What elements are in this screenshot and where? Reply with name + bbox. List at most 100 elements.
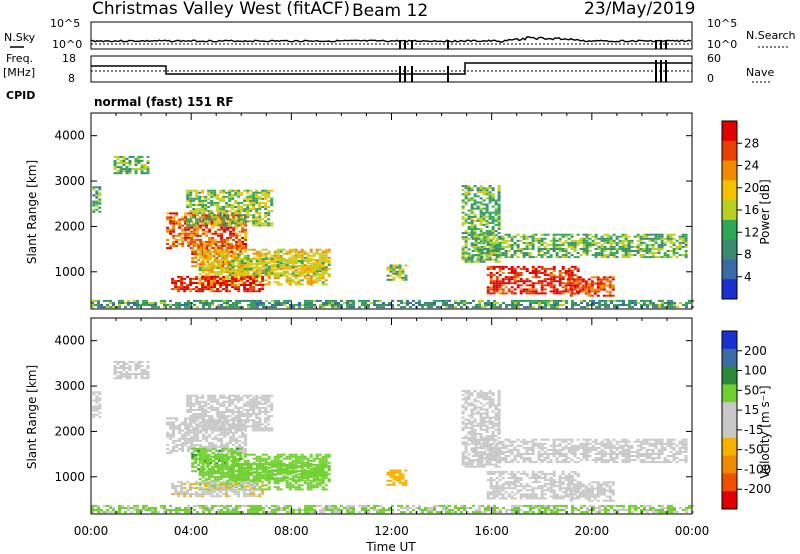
heatmap-cell: [494, 234, 498, 237]
heatmap-cell: [618, 239, 622, 242]
heatmap-cell: [639, 237, 643, 240]
heatmap-cell: [310, 299, 313, 302]
heatmap-cell: [478, 304, 481, 306]
heatmap-cell: [654, 248, 658, 250]
heatmap-cell: [243, 453, 247, 456]
heatmap-cell: [261, 396, 265, 399]
heatmap-cell: [448, 304, 451, 306]
heatmap-cell: [543, 254, 547, 257]
heatmap-cell: [122, 168, 126, 171]
heatmap-cell: [264, 411, 268, 413]
heatmap-cell: [306, 256, 310, 259]
heatmap-cell: [208, 433, 212, 436]
heatmap-cell: [201, 199, 205, 202]
heatmap-cell: [230, 449, 234, 452]
heatmap-cell: [291, 248, 295, 251]
heatmap-cell: [264, 398, 268, 401]
heatmap-cell: [180, 288, 184, 291]
nsky-strip: N.Sky 10^5 10^0 10^5 10^0 N.Search: [4, 17, 796, 51]
heatmap-cell: [684, 235, 688, 238]
heatmap-cell: [467, 213, 471, 216]
heatmap-cell: [306, 252, 310, 255]
heatmap-cell: [282, 248, 286, 251]
heatmap-cell: [216, 463, 220, 466]
heatmap-cell: [213, 218, 217, 221]
heatmap-cell: [386, 274, 390, 277]
heatmap-cell: [298, 306, 301, 309]
heatmap-cell: [139, 306, 142, 309]
heatmap-cell: [549, 254, 553, 257]
heatmap-cell: [439, 306, 442, 309]
heatmap-cell: [504, 282, 508, 285]
heatmap-cell: [421, 306, 424, 309]
heatmap-cell: [201, 195, 205, 198]
heatmap-cell: [169, 218, 173, 221]
heatmap-cell: [267, 283, 271, 286]
heatmap-cell: [624, 252, 628, 255]
heatmap-cell: [564, 272, 568, 274]
heatmap-cell: [244, 222, 248, 225]
heatmap-cell: [128, 377, 132, 380]
heatmap-cell: [482, 238, 486, 241]
heatmap-cell: [561, 248, 565, 250]
heatmap-cell: [230, 451, 234, 454]
heatmap-cell: [276, 262, 280, 265]
heatmap-cell: [119, 377, 123, 380]
heatmap-cell: [198, 265, 202, 267]
heatmap-cell: [619, 304, 622, 306]
heatmap-cell: [282, 272, 286, 275]
heatmap-cell: [222, 267, 226, 269]
heatmap-cell: [204, 275, 208, 278]
heatmap-cell: [464, 213, 468, 216]
heatmap-cell: [615, 252, 619, 255]
heatmap-cell: [252, 197, 256, 200]
heatmap-cell: [122, 164, 126, 166]
heatmap-cell: [645, 250, 649, 252]
heatmap-cell: [189, 398, 193, 401]
heatmap-cell: [231, 398, 235, 401]
heatmap-cell: [237, 280, 241, 282]
heatmap-cell: [303, 250, 307, 253]
heatmap-cell: [232, 238, 236, 241]
heatmap-cell: [270, 459, 274, 462]
heatmap-cell: [279, 455, 283, 458]
heatmap-cell: [249, 274, 253, 277]
heatmap-cell: [217, 299, 220, 302]
heatmap-cell: [285, 260, 289, 262]
heatmap-cell: [321, 277, 325, 280]
heatmap-cell: [615, 235, 619, 238]
heatmap-cell: [513, 278, 517, 281]
heatmap-cell: [249, 277, 253, 280]
heatmap-cell: [294, 457, 298, 460]
heatmap-cell: [277, 302, 280, 304]
heatmap-cell: [264, 191, 268, 194]
heatmap-cell: [198, 484, 202, 487]
heatmap-cell: [467, 185, 471, 188]
heatmap-cell: [195, 409, 199, 411]
heatmap-cell: [276, 467, 280, 470]
heatmap-cell: [291, 272, 295, 275]
heatmap-cell: [238, 435, 242, 438]
heatmap-cell: [252, 411, 256, 413]
heatmap-cell: [258, 204, 262, 206]
heatmap-cell: [470, 223, 474, 226]
heatmap-cell: [467, 217, 471, 220]
heatmap-cell: [231, 457, 235, 460]
heatmap-cell: [480, 245, 484, 248]
heatmap-cell: [552, 276, 556, 279]
heatmap-cell: [321, 283, 325, 286]
heatmap-cell: [598, 302, 601, 304]
heatmap-cell: [213, 455, 217, 458]
heatmap-cell: [672, 237, 676, 240]
heatmap-cell: [116, 367, 120, 369]
heatmap-cell: [578, 276, 582, 279]
heatmap-cell: [487, 302, 490, 304]
heatmap-cell: [220, 236, 224, 239]
heatmap-cell: [550, 306, 553, 309]
heatmap-cell: [485, 219, 489, 222]
heatmap-cell: [492, 254, 496, 257]
heatmap-cell: [184, 226, 188, 229]
heatmap-cell: [352, 304, 355, 306]
heatmap-cell: [504, 241, 508, 244]
heatmap-cell: [187, 302, 190, 304]
